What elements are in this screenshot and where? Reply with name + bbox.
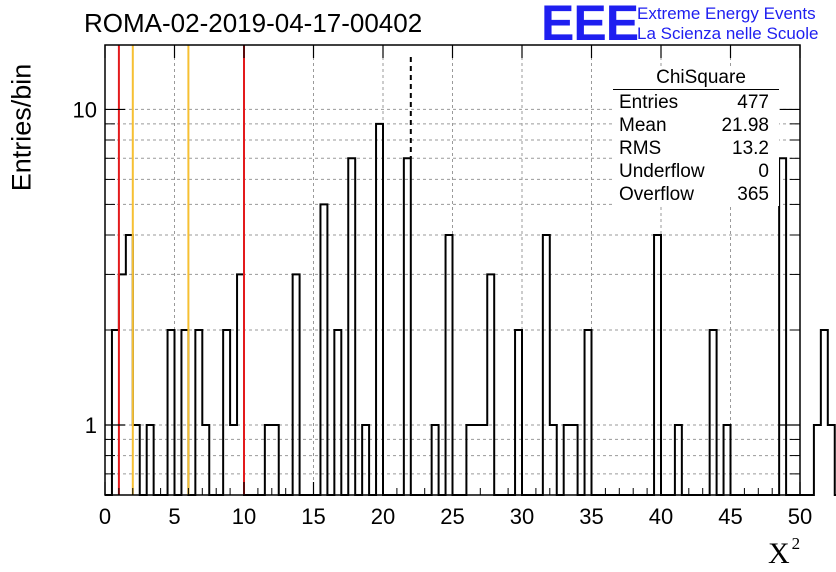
y-axis-label: Entries/bin (6, 63, 37, 192)
histogram-bin (293, 274, 300, 495)
stats-value: 477 (737, 92, 769, 113)
x-tick-label: 15 (301, 504, 325, 529)
histogram-bin (814, 425, 821, 495)
histogram-bin (550, 425, 557, 495)
x-tick-label: 0 (99, 504, 111, 529)
histogram-bin (828, 425, 835, 495)
histogram-bin (272, 425, 279, 495)
stats-label: Entries (619, 92, 679, 113)
histogram-bin (564, 425, 571, 495)
histogram-bin (362, 425, 369, 495)
x-tick-label: 45 (718, 504, 742, 529)
histogram-bin (147, 425, 154, 495)
y-tick-label: 1 (85, 413, 97, 438)
histogram-bin (320, 204, 327, 495)
stats-label: Underflow (619, 161, 705, 182)
histogram-bin (112, 330, 119, 495)
stats-value: 0 (758, 161, 769, 182)
x-tick-label: 10 (232, 504, 256, 529)
stats-value: 365 (737, 184, 769, 205)
histogram-bin (585, 330, 592, 495)
stats-row-mean: Mean 21.98 (613, 114, 779, 137)
histogram-bin (168, 330, 175, 495)
x-tick-label: 5 (168, 504, 180, 529)
histogram-bin (487, 274, 494, 495)
histogram-bin (432, 425, 439, 495)
plot-title: ROMA-02-2019-04-17-00402 (84, 8, 423, 38)
histogram-bin (133, 425, 140, 495)
histogram-bin (515, 330, 522, 495)
histogram-bin (571, 425, 578, 495)
stats-label: Overflow (619, 184, 694, 205)
x-tick-label: 50 (788, 504, 812, 529)
histogram-bin (181, 330, 188, 495)
stats-row-rms: RMS 13.2 (613, 137, 779, 160)
histogram-bin (466, 425, 473, 495)
x-tick-label: 25 (440, 504, 464, 529)
logo-line-2: La Scienza nelle Scuole (637, 24, 819, 43)
histogram-bin (237, 274, 244, 495)
histogram-bin (473, 425, 480, 495)
stats-row-underflow: Underflow 0 (613, 160, 779, 183)
histogram-bin (119, 274, 126, 495)
stats-value: 21.98 (721, 115, 769, 136)
histogram-bin (223, 330, 230, 495)
histogram-bin (724, 425, 731, 495)
logo-line-1: Extreme Energy Events (637, 4, 816, 23)
histogram-bin (710, 330, 717, 495)
histogram-bin (202, 425, 209, 495)
x-tick-label: 35 (579, 504, 603, 529)
histogram-bin (779, 158, 786, 495)
x-tick-label: 40 (649, 504, 673, 529)
x-axis-label-base: X (768, 537, 790, 570)
stats-box: ChiSquare Entries 477 Mean 21.98 RMS 13.… (613, 66, 779, 206)
histogram-bin (675, 425, 682, 495)
x-axis-label-sup: 2 (791, 534, 801, 553)
histogram-bin (334, 330, 341, 495)
x-tick-label: 20 (371, 504, 395, 529)
histogram-bin (195, 330, 202, 495)
stats-row-entries: Entries 477 (613, 91, 779, 114)
histogram-bin (821, 330, 828, 495)
histogram-bin (265, 425, 272, 495)
x-tick-label: 30 (510, 504, 534, 529)
stats-row-overflow: Overflow 365 (613, 183, 779, 206)
histogram-bin (480, 425, 487, 495)
histogram-bin (230, 425, 237, 495)
stats-label: RMS (619, 138, 662, 159)
stats-label: Mean (619, 115, 667, 136)
eee-logo: EEE (541, 0, 639, 51)
stats-title: ChiSquare (613, 66, 779, 90)
stats-value: 13.2 (732, 138, 769, 159)
histogram-bin (348, 158, 355, 495)
y-tick-label: 10 (73, 97, 97, 122)
histogram-bin (404, 158, 411, 495)
